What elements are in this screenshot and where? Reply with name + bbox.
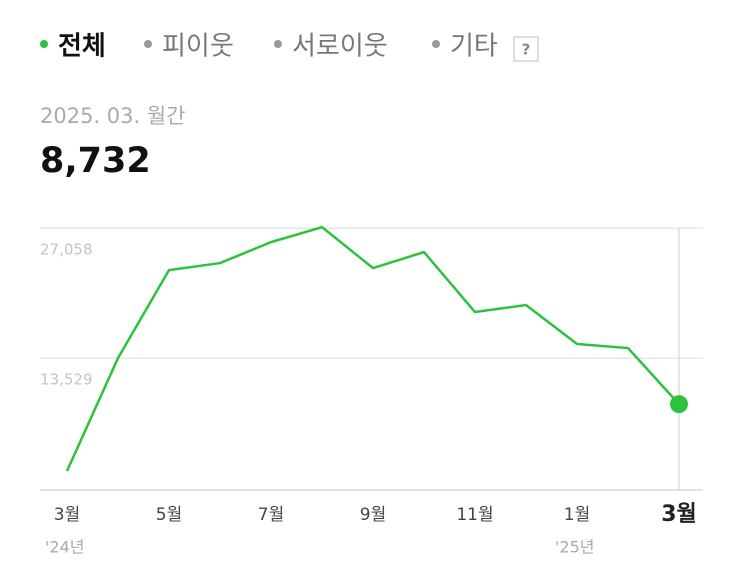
x-tick-label: 3월	[661, 502, 697, 527]
tab-dot	[144, 40, 152, 48]
tab-dot	[274, 40, 282, 48]
x-tick-label: 5월	[156, 505, 182, 525]
tab[interactable]: 서로이웃	[292, 32, 388, 62]
tab-dot	[40, 40, 48, 48]
total-value: 8,732	[40, 141, 151, 181]
tab[interactable]: 피이웃	[162, 32, 234, 62]
line	[65, 225, 680, 472]
x-tick-label: 7월	[258, 505, 284, 525]
help-box[interactable]	[513, 36, 539, 62]
point	[670, 395, 688, 414]
x-tick-label: 11월	[456, 505, 493, 525]
tab-dot	[432, 40, 440, 48]
tab[interactable]: 기타	[450, 32, 498, 62]
period: 2025. 03. 월간	[40, 104, 186, 128]
x-tick-label: 1월	[564, 505, 590, 525]
x-tick-label: 9월	[360, 505, 386, 525]
y-tick-label: 13,529	[40, 371, 93, 389]
x-sublabel: '25년	[555, 538, 594, 557]
tab[interactable]: 전체	[58, 32, 106, 62]
x-tick-label: 3월	[54, 505, 80, 525]
help-icon[interactable]: ?	[522, 41, 531, 59]
y-tick-label: 27,058	[40, 241, 93, 259]
x-sublabel: '24년	[45, 538, 84, 557]
